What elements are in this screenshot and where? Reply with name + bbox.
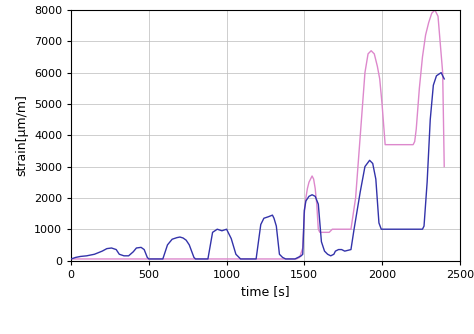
3D DIC	[378, 227, 384, 231]
strain gauge	[426, 20, 431, 24]
Line: 3D DIC: 3D DIC	[71, 72, 444, 259]
strain gauge	[68, 257, 74, 261]
3D DIC	[438, 70, 444, 74]
X-axis label: time [s]: time [s]	[241, 285, 290, 298]
strain gauge	[224, 257, 229, 261]
3D DIC	[419, 227, 425, 231]
3D DIC	[404, 227, 410, 231]
strain gauge	[395, 143, 401, 147]
3D DIC	[339, 247, 345, 252]
strain gauge	[441, 165, 447, 169]
strain gauge	[432, 8, 438, 12]
3D DIC	[201, 257, 206, 261]
Line: strain gauge: strain gauge	[71, 10, 444, 259]
3D DIC	[362, 165, 368, 169]
3D DIC	[441, 77, 447, 81]
Y-axis label: strain[μm/m]: strain[μm/m]	[15, 94, 28, 176]
strain gauge	[329, 227, 335, 231]
3D DIC	[68, 257, 74, 261]
strain gauge	[255, 257, 261, 261]
strain gauge	[320, 230, 326, 234]
